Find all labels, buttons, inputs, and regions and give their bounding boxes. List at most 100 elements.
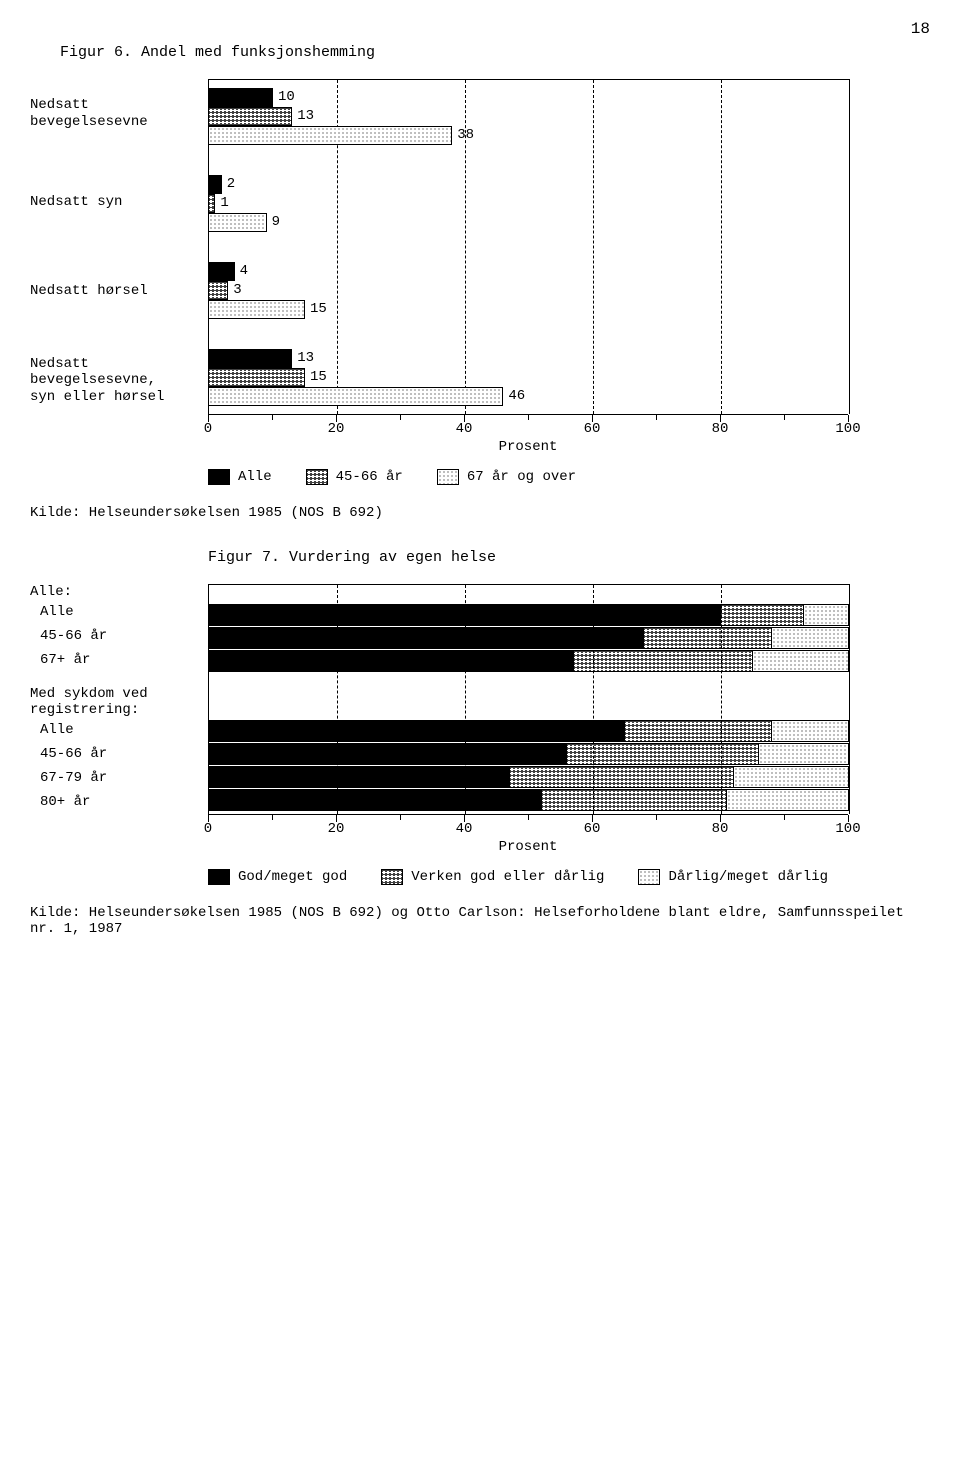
fig7-stacked-bar — [209, 789, 849, 811]
fig7-title: Figur 7. Vurdering av egen helse — [208, 549, 930, 566]
fig6-bar: 13 — [209, 349, 292, 368]
fig6-bar: 2 — [209, 175, 222, 194]
fig7-xtick-label: 20 — [328, 821, 345, 837]
fig6-xtick-label: 20 — [328, 421, 345, 437]
fig7-segment — [209, 789, 542, 811]
fig6-bar-value: 4 — [240, 263, 248, 279]
fig7-row-label: 45-66 år — [30, 742, 208, 766]
fig6-xtick-label: 0 — [204, 421, 212, 437]
fig6-bar-value: 13 — [297, 350, 314, 366]
fig7-segment — [209, 604, 721, 626]
fig6-bar-value: 9 — [272, 214, 280, 230]
fig6-source: Kilde: Helseundersøkelsen 1985 (NOS B 69… — [30, 505, 930, 521]
fig6-category-label: Nedsatt bevegelsesevne — [30, 79, 208, 146]
fig6-bar: 4 — [209, 262, 235, 281]
fig6-bar: 13 — [209, 107, 292, 126]
fig6-bar-value: 38 — [457, 127, 474, 143]
fig6-category-label: Nedsatt syn — [30, 168, 208, 235]
fig7-segment — [574, 650, 753, 672]
fig6-legend-item: Alle — [208, 469, 272, 485]
fig7-row-label: 67-79 år — [30, 766, 208, 790]
fig6-xtick-label: 100 — [835, 421, 860, 437]
fig6-xtick-label: 80 — [712, 421, 729, 437]
legend-swatch — [638, 869, 660, 885]
fig7-segment — [727, 789, 849, 811]
fig7-stacked-bar — [209, 766, 849, 788]
fig7-row-label: 67+ år — [30, 648, 208, 672]
fig6-xlabel: Prosent — [208, 439, 848, 455]
fig6-xtick-label: 40 — [456, 421, 473, 437]
fig7-legend-item: God/meget god — [208, 869, 347, 885]
legend-label: Dårlig/meget dårlig — [668, 869, 828, 885]
legend-label: 67 år og over — [467, 469, 576, 485]
fig6-bar: 9 — [209, 213, 267, 232]
fig6-category-label: Nedsatt hørsel — [30, 257, 208, 324]
legend-swatch — [306, 469, 328, 485]
fig7-stacked-bar — [209, 720, 849, 742]
fig7-segment — [209, 627, 644, 649]
fig6-bar-value: 2 — [227, 176, 235, 192]
fig7-xlabel: Prosent — [208, 839, 848, 855]
fig6-xtick-label: 60 — [584, 421, 601, 437]
fig7-segment — [804, 604, 849, 626]
fig6-bar-value: 10 — [278, 89, 295, 105]
fig7-chart: Alle:Alle45-66 år67+ årMed sykdom ved re… — [30, 584, 930, 885]
fig7-legend-item: Dårlig/meget dårlig — [638, 869, 828, 885]
fig7-legend: God/meget god Verken god eller dårlig Dårl… — [208, 869, 848, 885]
fig6-bar-value: 15 — [310, 301, 327, 317]
fig7-segment — [567, 743, 759, 765]
fig6-bar: 15 — [209, 368, 305, 387]
legend-swatch — [381, 869, 403, 885]
fig6-bar-value: 15 — [310, 369, 327, 385]
fig6-bar: 15 — [209, 300, 305, 319]
fig6-bar-value: 1 — [220, 195, 228, 211]
fig7-segment — [209, 766, 510, 788]
fig7-segment — [772, 720, 849, 742]
fig6-category-label: Nedsatt bevegelsesevne, syn eller hørsel — [30, 346, 208, 413]
fig6-legend-item: 67 år og over — [437, 469, 576, 485]
fig7-xtick-label: 80 — [712, 821, 729, 837]
legend-swatch — [208, 869, 230, 885]
fig7-source: Kilde: Helseundersøkelsen 1985 (NOS B 69… — [30, 905, 930, 937]
fig7-group-heading: Med sykdom ved registrering: — [30, 686, 208, 718]
fig7-segment — [209, 650, 574, 672]
fig6-bar-value: 3 — [233, 282, 241, 298]
fig7-legend-item: Verken god eller dårlig — [381, 869, 604, 885]
fig6-title: Figur 6. Andel med funksjonshemming — [60, 44, 930, 61]
fig7-xtick-label: 40 — [456, 821, 473, 837]
fig6-bar-value: 46 — [508, 388, 525, 404]
fig7-stacked-bar — [209, 743, 849, 765]
fig6-legend: Alle 45-66 år 67 år og over — [208, 469, 848, 485]
fig7-stacked-bar — [209, 627, 849, 649]
fig7-xtick-label: 0 — [204, 821, 212, 837]
fig7-segment — [510, 766, 734, 788]
fig7-segment — [542, 789, 728, 811]
legend-label: God/meget god — [238, 869, 347, 885]
fig7-segment — [721, 604, 804, 626]
fig7-row-label: Alle — [30, 600, 208, 624]
legend-label: Verken god eller dårlig — [411, 869, 604, 885]
fig7-row-label: 80+ år — [30, 790, 208, 814]
fig7-segment — [759, 743, 849, 765]
fig7-segment — [209, 743, 567, 765]
fig7-segment — [734, 766, 849, 788]
fig7-segment — [753, 650, 849, 672]
fig7-stacked-bar — [209, 650, 849, 672]
fig7-segment — [625, 720, 772, 742]
legend-swatch — [208, 469, 230, 485]
legend-swatch — [437, 469, 459, 485]
fig6-bar-value: 13 — [297, 108, 314, 124]
fig6-bar: 3 — [209, 281, 228, 300]
fig7-segment — [209, 720, 625, 742]
legend-label: Alle — [238, 469, 272, 485]
fig6-legend-item: 45-66 år — [306, 469, 403, 485]
fig6-bar: 46 — [209, 387, 503, 406]
fig6-bar: 10 — [209, 88, 273, 107]
fig7-segment — [644, 627, 772, 649]
fig7-row-label: Alle — [30, 718, 208, 742]
fig6-bar: 38 — [209, 126, 452, 145]
fig6-bar: 1 — [209, 194, 215, 213]
fig7-group-heading: Alle: — [30, 584, 208, 600]
fig6-chart: Nedsatt bevegelsesevne Nedsatt syn Nedsatt… — [30, 79, 930, 485]
fig7-segment — [772, 627, 849, 649]
